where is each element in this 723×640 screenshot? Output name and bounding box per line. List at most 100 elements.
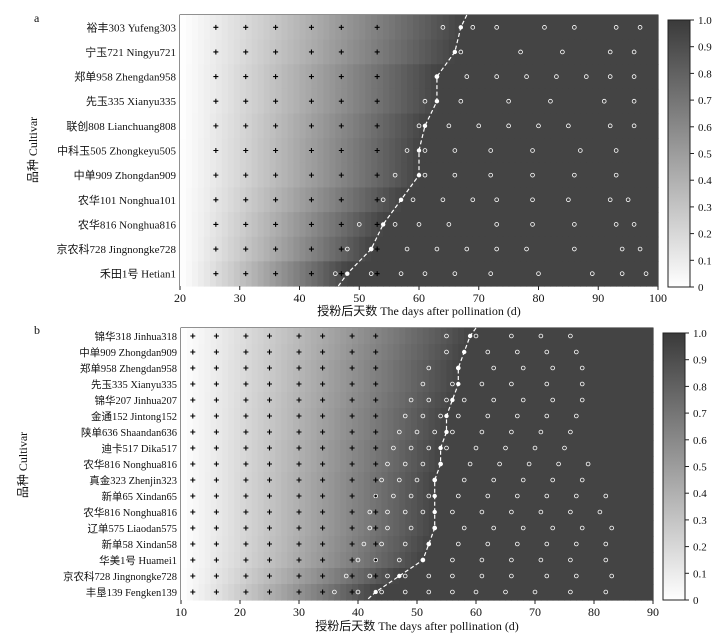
- heatmap-cell: [340, 536, 347, 553]
- heatmap-cell: [556, 212, 563, 238]
- heatmap-cell: [529, 408, 536, 425]
- heatmap-cell: [458, 552, 465, 569]
- sample-point-early: [267, 573, 272, 579]
- heatmap-cell: [240, 552, 247, 569]
- heatmap-cell: [511, 584, 518, 601]
- heatmap-cell: [499, 584, 507, 601]
- heatmap-cell: [335, 138, 342, 164]
- heatmap-cell: [352, 552, 359, 569]
- heatmap-cell: [222, 568, 229, 585]
- heatmap-cell: [466, 88, 474, 115]
- heatmap-cell: [517, 424, 524, 441]
- heatmap-cell: [592, 64, 599, 90]
- heatmap-cell: [540, 408, 548, 425]
- sample-point-late: [450, 429, 455, 435]
- heatmap-cell: [458, 536, 465, 553]
- sample-point-early: [243, 349, 249, 355]
- sample-point-early: [320, 525, 326, 531]
- heatmap-cell: [281, 88, 289, 115]
- heatmap-cell: [570, 520, 577, 537]
- heatmap-cell: [487, 440, 495, 457]
- heatmap-cell: [436, 236, 444, 262]
- sample-point-early: [296, 557, 302, 563]
- sample-point-early: [338, 271, 344, 277]
- heatmap-cell: [472, 88, 480, 115]
- heatmap-cell: [440, 536, 448, 553]
- heatmap-cell: [359, 187, 366, 213]
- sample-point-late: [579, 525, 585, 531]
- heatmap-cell: [305, 162, 313, 189]
- heatmap-cell: [405, 408, 412, 425]
- heatmap-cell: [198, 344, 206, 361]
- heatmap-cell: [216, 584, 223, 601]
- heatmap-cell: [233, 236, 241, 262]
- heatmap-cell: [369, 424, 377, 441]
- threshold-point: [450, 397, 455, 403]
- heatmap-cell: [470, 552, 477, 569]
- heatmap-cell: [340, 584, 347, 601]
- heatmap-cell: [576, 520, 583, 537]
- heatmap-cell: [419, 113, 426, 139]
- heatmap-cell: [511, 552, 518, 569]
- heatmap-cell: [476, 408, 483, 425]
- threshold-point: [438, 461, 443, 467]
- heatmap-cell: [281, 261, 289, 287]
- heatmap-cell: [623, 472, 630, 489]
- heatmap-cell: [293, 88, 301, 115]
- heatmap-cell: [322, 568, 330, 585]
- heatmap-cell: [558, 344, 566, 361]
- heatmap-cell: [395, 39, 402, 65]
- sample-point-early: [213, 172, 219, 178]
- heatmap-cell: [526, 187, 534, 213]
- heatmap-cell: [514, 236, 522, 262]
- heatmap-cell: [347, 261, 354, 287]
- heatmap-cell: [442, 39, 450, 65]
- heatmap-cell: [181, 584, 188, 601]
- cultivar-label: 真金323 Zhenjin323: [89, 474, 177, 487]
- sample-point-early: [267, 445, 272, 451]
- heatmap-cell: [576, 328, 583, 345]
- heatmap-cell: [263, 408, 271, 425]
- heatmap-cell: [257, 456, 265, 473]
- heatmap-cell: [424, 39, 432, 65]
- heatmap-cell: [316, 424, 324, 441]
- heatmap-cell: [526, 138, 534, 164]
- heatmap-cell: [352, 488, 359, 505]
- heatmap-cell: [411, 520, 418, 537]
- heatmap-cell: [311, 187, 319, 213]
- sample-point-late: [367, 509, 373, 515]
- heatmap-cell: [393, 552, 400, 569]
- heatmap-cell: [381, 424, 389, 441]
- sample-point-early: [308, 246, 314, 252]
- heatmap-cell: [399, 504, 406, 521]
- heatmap-cell: [377, 64, 384, 90]
- heatmap-cell: [454, 39, 462, 65]
- sample-point-late: [514, 541, 520, 547]
- heatmap-cell: [434, 440, 442, 457]
- heatmap-cell: [490, 261, 498, 287]
- heatmap-cell: [334, 376, 341, 393]
- heatmap-cell: [329, 138, 336, 164]
- heatmap-cell: [460, 113, 468, 139]
- heatmap-cell: [499, 376, 507, 393]
- heatmap-cell: [417, 344, 424, 361]
- heatmap-cell: [287, 187, 295, 213]
- heatmap-cell: [629, 456, 636, 473]
- heatmap-cell: [499, 552, 507, 569]
- heatmap-cell: [640, 236, 647, 262]
- heatmap-cell: [204, 424, 212, 441]
- heatmap-cell: [604, 162, 611, 189]
- heatmap-cell: [458, 344, 465, 361]
- heatmap-cell: [204, 376, 212, 393]
- heatmap-cell: [293, 392, 300, 409]
- sample-point-late: [380, 197, 386, 203]
- heatmap-cell: [316, 440, 324, 457]
- heatmap-cell: [580, 113, 587, 139]
- heatmap-cell: [281, 113, 289, 139]
- heatmap-cell: [353, 88, 360, 115]
- heatmap-cell: [576, 552, 583, 569]
- heatmap-cell: [233, 64, 241, 90]
- heatmap-cell: [228, 472, 235, 489]
- heatmap-cell: [257, 113, 265, 139]
